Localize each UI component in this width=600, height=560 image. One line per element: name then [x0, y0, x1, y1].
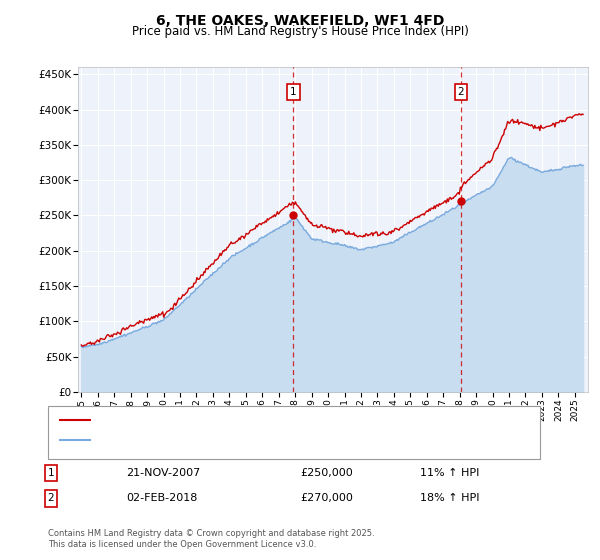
Text: HPI: Average price, detached house, Wakefield: HPI: Average price, detached house, Wake…	[96, 435, 340, 445]
Text: 6, THE OAKES, WAKEFIELD, WF1 4FD: 6, THE OAKES, WAKEFIELD, WF1 4FD	[156, 14, 444, 28]
Text: 21-NOV-2007: 21-NOV-2007	[126, 468, 200, 478]
Text: Contains HM Land Registry data © Crown copyright and database right 2025.
This d: Contains HM Land Registry data © Crown c…	[48, 529, 374, 549]
Text: Price paid vs. HM Land Registry's House Price Index (HPI): Price paid vs. HM Land Registry's House …	[131, 25, 469, 38]
Text: £270,000: £270,000	[300, 493, 353, 503]
Text: 2: 2	[47, 493, 55, 503]
Text: £250,000: £250,000	[300, 468, 353, 478]
Text: 1: 1	[47, 468, 55, 478]
Text: 1: 1	[290, 87, 296, 97]
Text: 11% ↑ HPI: 11% ↑ HPI	[420, 468, 479, 478]
Text: 6, THE OAKES, WAKEFIELD, WF1 4FD (detached house): 6, THE OAKES, WAKEFIELD, WF1 4FD (detach…	[96, 415, 382, 425]
Text: 2: 2	[458, 87, 464, 97]
Text: 02-FEB-2018: 02-FEB-2018	[126, 493, 197, 503]
Text: 18% ↑ HPI: 18% ↑ HPI	[420, 493, 479, 503]
